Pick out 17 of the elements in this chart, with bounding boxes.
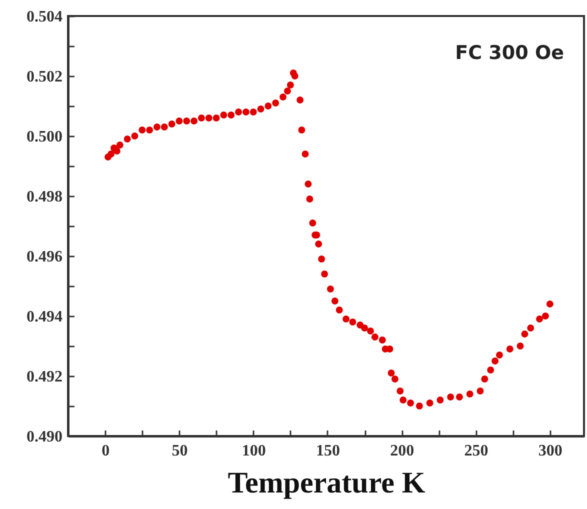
x-tick-label: 200 xyxy=(390,442,414,460)
y-tick-label: 0.490 xyxy=(26,428,62,446)
y-tick-label: 0.492 xyxy=(26,368,62,386)
x-tick-label: 150 xyxy=(316,442,340,460)
annotation: FC 300 Oe xyxy=(455,42,564,64)
x-tick-label: 250 xyxy=(464,442,488,460)
x-tick-label: 100 xyxy=(242,442,266,460)
y-tick-label: 0.498 xyxy=(26,188,62,206)
x-tick-label: 300 xyxy=(538,442,562,460)
y-tick-label: 0.504 xyxy=(26,8,62,26)
x-axis-title: Temperature K xyxy=(228,466,426,500)
x-tick-label: 50 xyxy=(172,442,188,460)
y-tick-label: 0.496 xyxy=(26,248,62,266)
y-tick-label: 0.494 xyxy=(26,308,62,326)
y-tick-label: 0.502 xyxy=(26,68,62,86)
x-tick-label: 0 xyxy=(102,442,110,460)
y-tick-label: 0.500 xyxy=(26,128,62,146)
